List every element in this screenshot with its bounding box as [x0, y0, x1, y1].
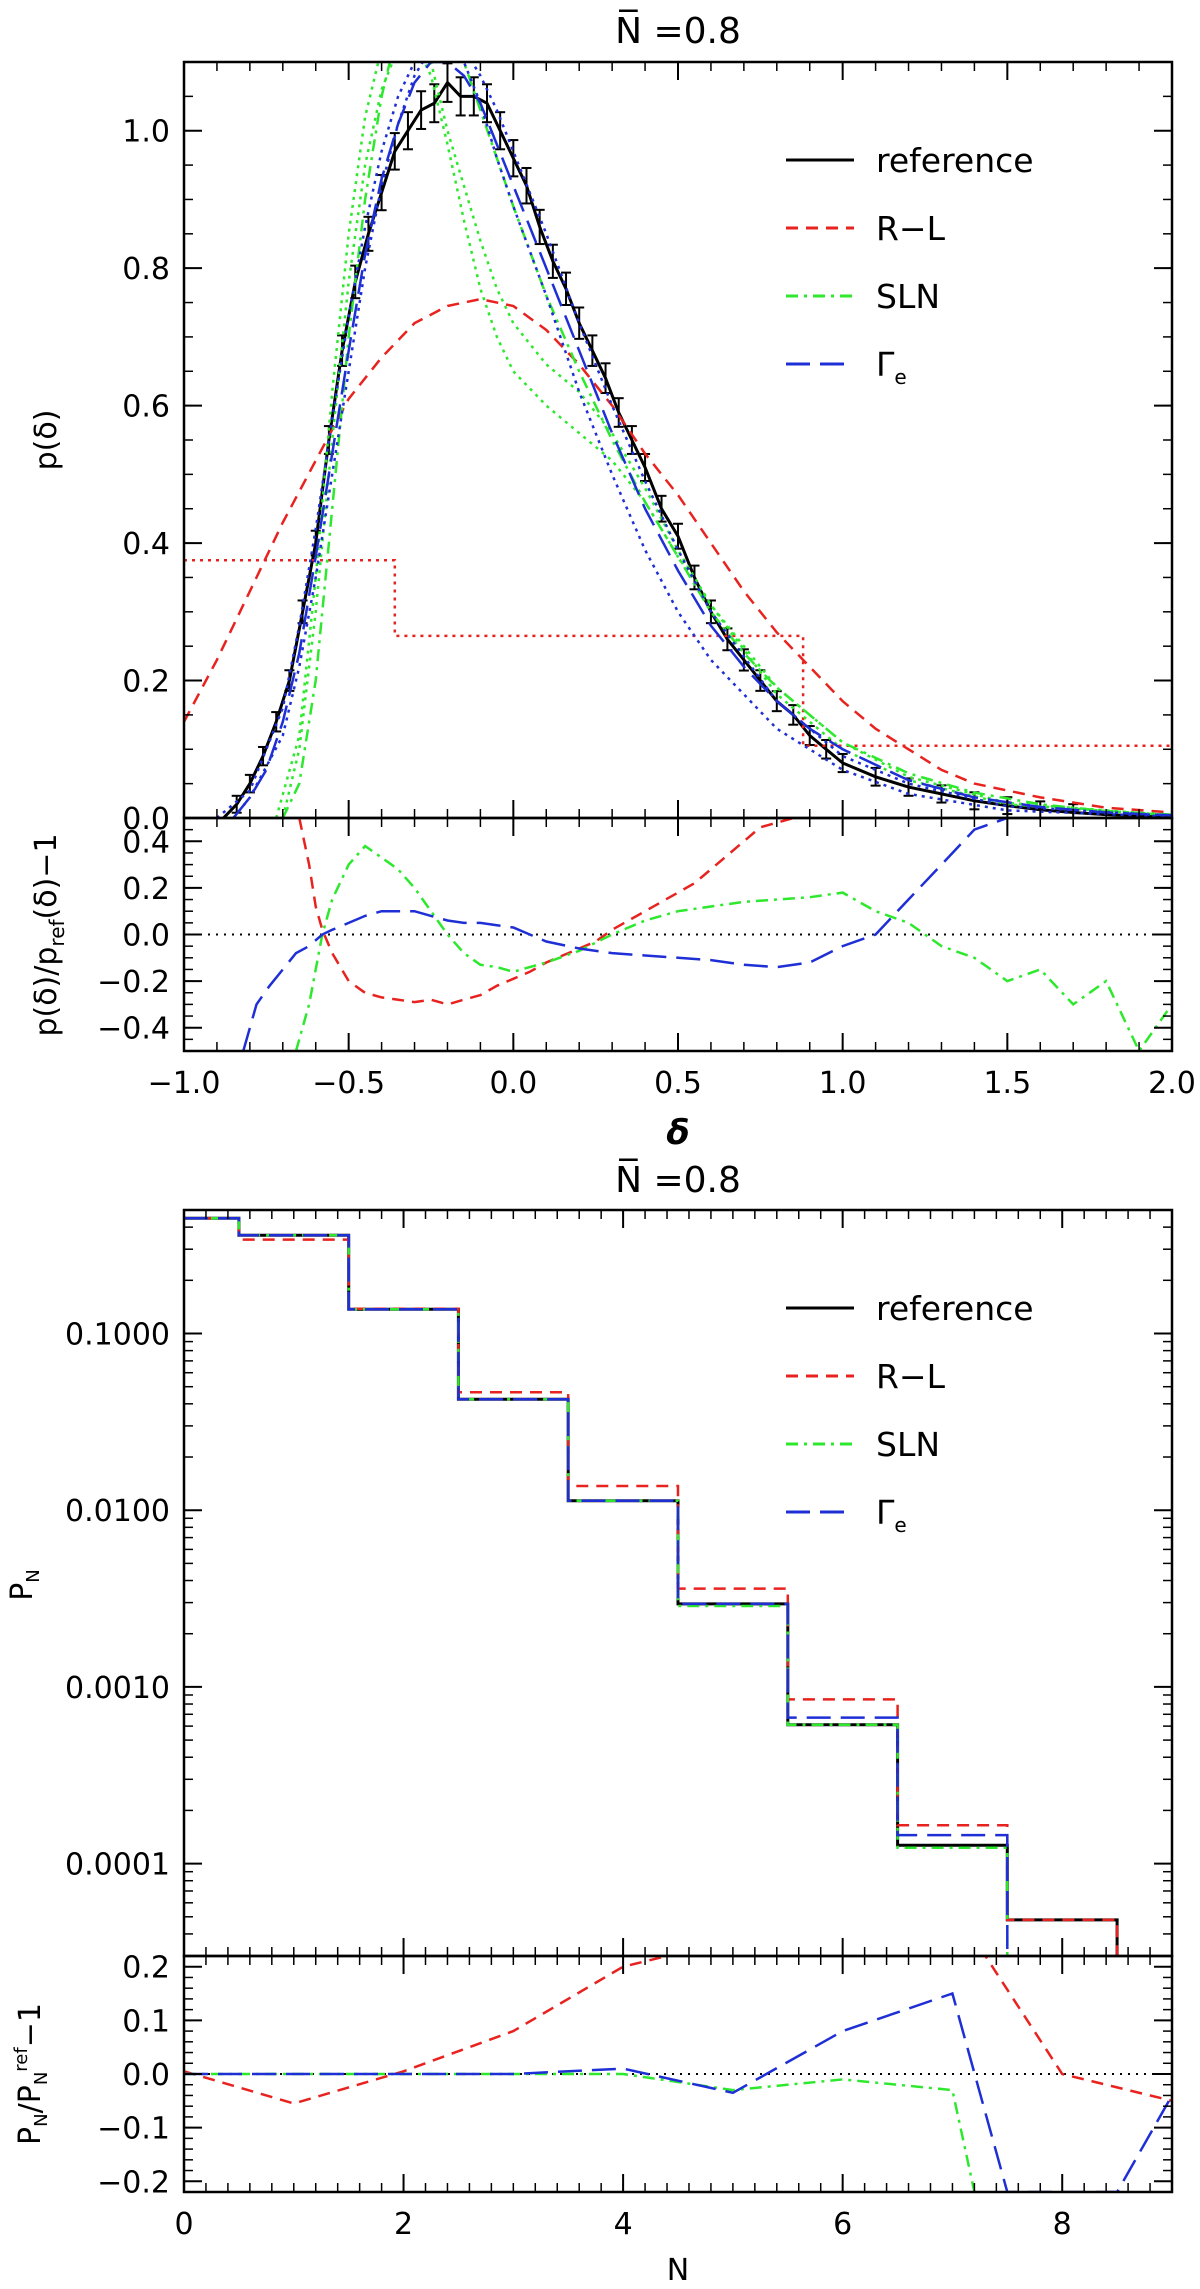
y-tick-label: 0.2: [122, 872, 170, 907]
series-r-l: [184, 297, 1172, 814]
y-tick-label: 0.0: [122, 919, 170, 954]
pn-ratio-mid: /P: [13, 2085, 48, 2113]
series-gamma-e-dotted-1: [216, 62, 1172, 818]
series-sln: [184, 2072, 976, 2192]
series-r-l: [184, 1956, 1172, 2105]
legend-label: Γe: [876, 345, 907, 389]
series-gamma-e: [232, 62, 1172, 818]
plot-layer: 0.0 0.2 0.4 0.6 0.8 1.0 reference R−L SLN Γe −0.4 −…: [65, 60, 1196, 2242]
y-tick-label: 0.0010: [65, 1671, 170, 1706]
legend-label-sub: e: [894, 1513, 906, 1537]
x-tick-label: 8: [1053, 2207, 1072, 2242]
pn-label-main: P: [5, 1583, 40, 1601]
y-tick-label: 0.2: [122, 665, 170, 700]
legend-label: reference: [876, 141, 1034, 180]
x-tick-label: −1.0: [148, 1066, 221, 1101]
legend-label: R−L: [876, 209, 946, 248]
panel-bottom-ratio-plot: [184, 1956, 1172, 2192]
series-r-l-step: [184, 559, 1172, 748]
y-tick-label: 0.4: [122, 825, 170, 860]
panel-frame: [182, 816, 1174, 1053]
series-r-l: [298, 818, 794, 1006]
y-tick-label: 0.0: [122, 2058, 170, 2093]
y-tick-label: −0.2: [97, 2165, 170, 2200]
y-tick-label: 0.1: [122, 2004, 170, 2039]
bottom-ratio-y-axis-label: PN/PNref−1: [11, 2003, 52, 2145]
series-sln: [281, 62, 1172, 818]
series-sln-dotted-2: [281, 62, 1172, 818]
x-tick-label: −0.5: [312, 1066, 385, 1101]
pn-label-sub: N: [23, 1569, 44, 1582]
pn-ratio-mid-sup: ref: [11, 2047, 32, 2072]
y-tick-label: 0.0100: [65, 1494, 170, 1529]
y-tick-label: 0.8: [122, 252, 170, 287]
panel-bottom-main-plot: [184, 1216, 1119, 1956]
pn-ratio-sub: N: [31, 2113, 52, 2126]
y-tick-label: −0.4: [97, 1012, 170, 1047]
pn-ratio-tail: −1: [13, 2003, 48, 2047]
series-gamma-e: [184, 1991, 1172, 2192]
y-tick-label: −0.1: [97, 2112, 170, 2147]
ratio-label-sub: ref: [45, 918, 69, 946]
x-tick-label: 4: [614, 2207, 633, 2242]
legend-label: SLN: [876, 277, 940, 316]
x-tick-label: 1.5: [983, 1066, 1031, 1101]
series-reference: [184, 1216, 1119, 1956]
ratio-label-main: p(δ)/p: [29, 947, 64, 1037]
legend-label-sub: e: [894, 365, 906, 389]
x-tick-label: 2.0: [1148, 1066, 1196, 1101]
legend-label: SLN: [876, 1425, 940, 1464]
series-gamma-e: [184, 1217, 1009, 1956]
bottom-y-axis-label: PN: [5, 1569, 44, 1601]
panel-top-main-plot: [184, 62, 1172, 818]
y-tick-label: 0.0001: [65, 1848, 170, 1883]
y-tick-label: 1.0: [122, 115, 170, 150]
legend-label: reference: [876, 1289, 1034, 1328]
y-tick-label: 0.0: [122, 802, 170, 837]
pn-ratio-main: P: [13, 2127, 48, 2145]
top-chart-title: N̅ =0.8: [615, 9, 741, 52]
series-sln-dotted-1: [274, 62, 1172, 818]
panel-top-ratio-plot: [184, 818, 1172, 1051]
x-tick-label: 1.0: [819, 1066, 867, 1101]
legend-label: Γe: [876, 1493, 907, 1537]
bottom-x-axis-label: N: [667, 2253, 689, 2288]
series-sln: [294, 844, 1172, 1051]
y-tick-label: 0.6: [122, 390, 170, 425]
y-tick-label: 0.1000: [65, 1318, 170, 1353]
y-tick-label: 0.2: [122, 1951, 170, 1986]
x-tick-label: 0.5: [654, 1066, 702, 1101]
x-tick-label: 6: [833, 2207, 852, 2242]
top-ratio-y-axis-label: p(δ)/pref(δ)−1: [29, 833, 69, 1036]
ratio-label-tail: (δ)−1: [29, 833, 64, 919]
pn-ratio-mid-sub: N: [31, 2072, 52, 2085]
x-tick-label: 0.0: [489, 1066, 537, 1101]
bottom-chart-title: N̅ =0.8: [615, 1158, 741, 1201]
series-sln: [184, 1217, 1009, 1956]
y-tick-label: 0.4: [122, 527, 170, 562]
series-gamma-e: [242, 818, 1008, 1051]
x-tick-label: 0: [174, 2207, 193, 2242]
top-x-axis-label: δ: [666, 1113, 689, 1153]
x-tick-label: 2: [394, 2207, 413, 2242]
top-y-axis-label: p(δ): [29, 410, 64, 471]
y-tick-label: −0.2: [97, 965, 170, 1000]
legend-label: R−L: [876, 1357, 946, 1396]
